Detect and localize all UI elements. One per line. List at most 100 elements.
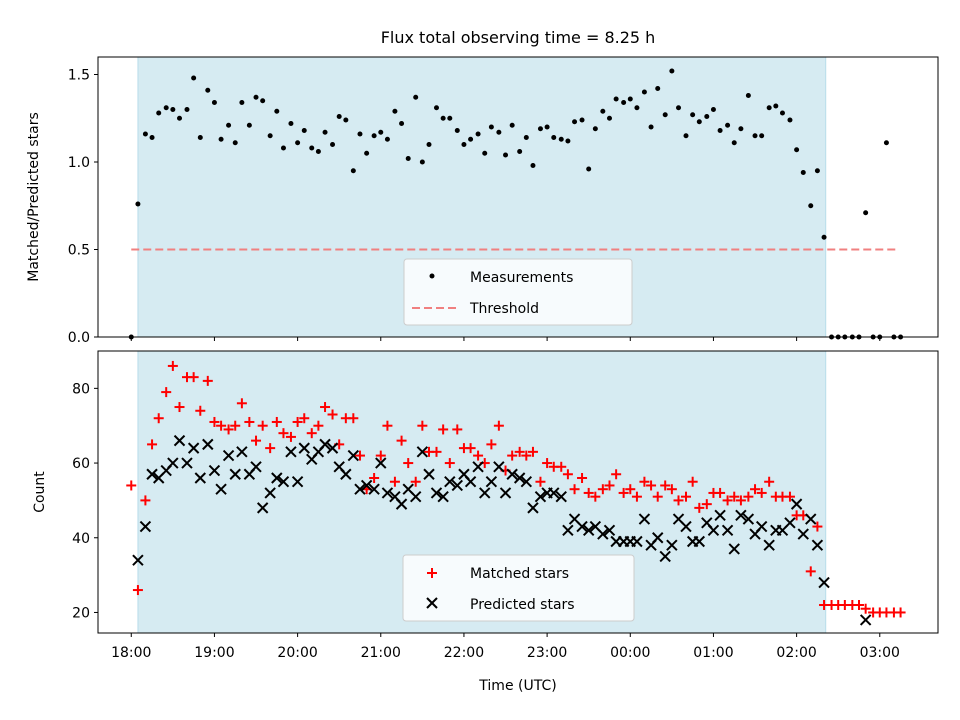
- matched-star-point: [542, 458, 553, 469]
- matched-star-point: [320, 402, 331, 413]
- measurement-point: [482, 150, 488, 156]
- predicted-star-point: [416, 446, 429, 458]
- predicted-star-point: [173, 434, 186, 447]
- predicted-star-point: [202, 438, 214, 451]
- matched-star-point: [167, 360, 178, 371]
- predicted-star-point: [527, 502, 539, 514]
- x-tick-label: 00:00: [610, 645, 650, 661]
- measurement-point: [648, 124, 654, 130]
- legend-marker-measurements: [429, 273, 435, 279]
- matched-star-point: [396, 435, 407, 446]
- predicted-star-point: [582, 524, 595, 536]
- matched-star-point: [216, 420, 227, 431]
- matched-star-point: [701, 499, 712, 510]
- matched-star-point: [743, 491, 754, 502]
- measurement-point: [794, 147, 800, 153]
- measurement-point: [676, 105, 682, 111]
- measurement-point: [399, 121, 405, 126]
- top-plot-frame: [97, 56, 939, 338]
- predicted-star-point: [707, 524, 720, 536]
- legend-label-measurements: Measurements: [470, 270, 573, 286]
- predicted-star-point: [666, 539, 678, 551]
- measurement-point: [267, 133, 273, 139]
- matched-star-point: [860, 603, 871, 614]
- measurement-point: [413, 94, 419, 100]
- measurement-point: [475, 131, 481, 137]
- predicted-star-point: [859, 614, 872, 626]
- bottom-y-tick-label: 60: [72, 456, 90, 472]
- measurement-point: [821, 234, 827, 240]
- predicted-star-point: [805, 513, 817, 525]
- bottom-legend-box: [402, 554, 635, 622]
- predicted-star-point: [236, 446, 248, 458]
- measurement-point: [461, 142, 467, 147]
- measurement-point: [745, 93, 751, 98]
- matched-star-point: [188, 372, 199, 383]
- matched-star-point: [687, 476, 698, 487]
- measurement-point: [606, 115, 612, 121]
- matched-star-point: [223, 424, 234, 435]
- measurement-point: [565, 138, 571, 144]
- measurement-point: [641, 89, 647, 95]
- measurement-point: [170, 107, 176, 112]
- measurement-point: [149, 135, 155, 140]
- predicted-star-point: [285, 446, 297, 458]
- matched-star-point: [236, 398, 247, 409]
- predicted-star-point: [250, 461, 262, 473]
- predicted-star-point: [423, 468, 435, 480]
- measurement-point: [226, 122, 232, 128]
- predicted-star-point: [714, 509, 726, 522]
- predicted-star-point: [742, 513, 755, 525]
- matched-star-point: [285, 431, 296, 442]
- measurement-point: [260, 98, 266, 104]
- measurement-point: [800, 170, 806, 175]
- matched-star-point: [556, 461, 567, 472]
- matched-star-point: [681, 491, 691, 502]
- matched-star-point: [639, 476, 650, 487]
- matched-star-point: [251, 435, 262, 446]
- matched-star-point: [756, 487, 767, 498]
- measurement-point: [184, 107, 190, 112]
- measurement-point: [488, 124, 494, 130]
- matched-star-point: [473, 450, 484, 461]
- predicted-star-point: [652, 532, 664, 544]
- measurement-point: [211, 100, 217, 105]
- measurement-point: [447, 115, 453, 121]
- matched-star-point: [562, 469, 573, 480]
- predicted-star-point: [277, 476, 290, 488]
- top-legend: Measurements Threshold: [403, 258, 633, 326]
- measurement-point: [350, 168, 356, 174]
- measurement-point: [426, 142, 432, 147]
- measurement-point: [177, 115, 183, 121]
- matched-star-point: [597, 484, 608, 495]
- measurement-point: [808, 203, 814, 209]
- matched-star-point: [812, 521, 823, 532]
- matched-star-point: [417, 420, 428, 431]
- measurement-point: [613, 96, 619, 102]
- matched-star-point: [625, 484, 636, 495]
- predicted-star-point: [818, 576, 830, 589]
- predicted-star-point: [638, 513, 651, 525]
- predicted-star-point: [139, 520, 152, 533]
- matched-star-point: [292, 416, 303, 427]
- matched-star-point: [514, 446, 525, 457]
- predicted-star-point: [693, 535, 706, 548]
- measurement-point: [592, 126, 598, 132]
- measurement-point: [662, 112, 668, 118]
- measurement-point: [752, 133, 758, 139]
- measurement-point: [142, 131, 148, 137]
- predicted-star-point: [520, 476, 533, 488]
- measurement-point: [315, 149, 321, 154]
- matched-star-point: [452, 424, 463, 435]
- measurement-point: [163, 105, 169, 111]
- predicted-star-point: [326, 442, 339, 454]
- matched-star-point: [735, 495, 746, 506]
- measurement-point: [572, 119, 578, 125]
- bottom-y-axis-label: Count: [32, 471, 48, 513]
- matched-star-point: [132, 585, 143, 596]
- matched-star-point: [161, 387, 172, 398]
- predicted-star-point: [298, 442, 310, 454]
- legend-label-matched-stars: Matched stars: [470, 566, 569, 582]
- measurement-point: [586, 166, 592, 172]
- matched-star-point: [306, 428, 317, 439]
